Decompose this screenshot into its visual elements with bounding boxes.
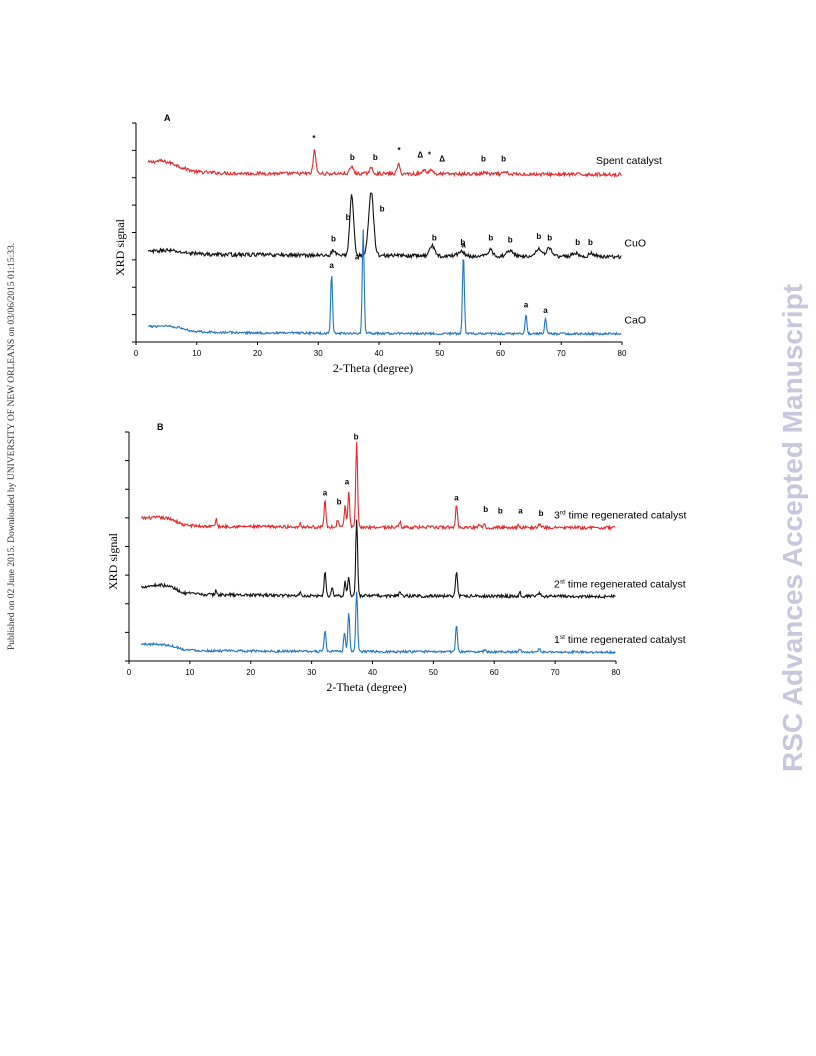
peak-marker: a	[461, 241, 466, 250]
peak-marker: a	[524, 301, 529, 310]
peak-marker: Δ	[417, 150, 423, 159]
peak-marker: b	[536, 232, 541, 241]
x-tick-label: 40	[375, 349, 384, 358]
peak-marker: b	[460, 238, 465, 247]
peak-marker: b	[508, 235, 513, 244]
series-label-ordinal: 2	[554, 578, 560, 590]
series-label: CaO	[624, 315, 646, 327]
series-label-suffix: st	[560, 578, 565, 585]
peak-marker: a	[323, 488, 328, 497]
x-axis-title: 2-Theta (degree)	[333, 361, 413, 375]
x-tick-label: 10	[192, 349, 201, 358]
series-line-0	[147, 149, 622, 178]
x-tick-label: 10	[185, 668, 194, 677]
series-line-2	[140, 591, 616, 655]
peak-marker: a	[329, 261, 334, 270]
peak-marker: b	[380, 204, 385, 213]
peak-marker: b	[350, 153, 355, 162]
peak-marker: b	[346, 213, 351, 222]
x-tick-label: 60	[490, 668, 499, 677]
x-tick-label: 70	[557, 349, 566, 358]
x-tick-label: 70	[551, 668, 560, 677]
peak-marker: b	[483, 505, 488, 514]
series-label-text: time regenerated catalyst	[565, 634, 686, 646]
x-tick-label: 50	[429, 668, 438, 677]
peak-marker: b	[575, 238, 580, 247]
series-label: CuO	[624, 238, 646, 250]
watermark-text: RSC Advances Accepted Manuscript	[777, 284, 808, 772]
peak-marker: b	[337, 498, 342, 507]
series-line-0	[140, 441, 616, 532]
watermark: RSC Advances Accepted Manuscript	[777, 284, 808, 772]
peak-marker: a	[518, 507, 523, 516]
series-line-2	[148, 229, 622, 337]
series-label-ordinal: 3	[554, 510, 560, 522]
series-line-1	[147, 192, 622, 260]
peak-marker: b	[539, 509, 544, 518]
x-tick-label: 80	[618, 349, 627, 358]
peak-marker: a	[454, 494, 459, 503]
series-label: 3rd time regenerated catalyst	[554, 510, 687, 522]
x-tick-label: 0	[127, 668, 132, 677]
series-label-text: time regenerated catalyst	[565, 578, 686, 590]
peak-marker: b	[373, 153, 378, 162]
peak-marker: Δ	[439, 155, 445, 164]
peak-marker: *	[428, 150, 432, 159]
x-tick-label: 0	[134, 349, 139, 358]
y-axis-title: XRD signal	[113, 218, 127, 276]
x-tick-label: 40	[368, 668, 377, 677]
panel-label: B	[157, 422, 164, 432]
x-tick-label: 30	[307, 668, 316, 677]
peak-marker: b	[488, 234, 493, 243]
x-tick-label: 50	[435, 349, 444, 358]
peak-marker: b	[501, 155, 506, 164]
peak-marker: b	[588, 238, 593, 247]
peak-marker: *	[397, 146, 401, 155]
series-label-suffix: st	[560, 634, 565, 641]
chart-panel-a: 0 10 20 30 40 50 60 70 80 2-Theta (degree) XRD sig…	[113, 113, 662, 375]
peak-marker: a	[355, 253, 360, 262]
side-note-text: Published on 02 June 2015. Downloaded by…	[7, 243, 17, 650]
side-note: Published on 02 June 2015. Downloaded by…	[7, 243, 17, 650]
peak-marker: b	[498, 507, 503, 516]
series-label: 2st time regenerated catalyst	[554, 578, 686, 590]
x-axis-title: 2-Theta (degree)	[326, 680, 406, 694]
series-label-text: time regenerated catalyst	[566, 510, 687, 522]
series-label-suffix: rd	[560, 510, 566, 517]
peak-marker: b	[432, 234, 437, 243]
peak-marker: b	[354, 433, 359, 442]
x-tick-label: 20	[246, 668, 255, 677]
series-label-ordinal: 1	[554, 634, 560, 646]
chart-panel-b: 0 10 20 30 40 50 60 70 80 2-Theta (degree) XRD sig…	[106, 422, 687, 694]
x-tick-label: 20	[253, 349, 262, 358]
series-label: 1st time regenerated catalyst	[554, 634, 686, 646]
x-tick-label: 30	[314, 349, 323, 358]
peak-marker: b	[331, 235, 336, 244]
x-tick-label: 80	[612, 668, 621, 677]
peak-marker: a	[345, 478, 350, 487]
y-axis-title: XRD signal	[106, 532, 120, 590]
peak-marker: b	[547, 234, 552, 243]
series-line-1	[141, 519, 616, 600]
x-tick-label: 60	[496, 349, 505, 358]
peak-marker: a	[543, 306, 548, 315]
panel-label: A	[164, 113, 171, 123]
series-label: Spent catalyst	[596, 155, 662, 167]
peak-marker: b	[481, 155, 486, 164]
peak-marker: *	[312, 134, 316, 143]
